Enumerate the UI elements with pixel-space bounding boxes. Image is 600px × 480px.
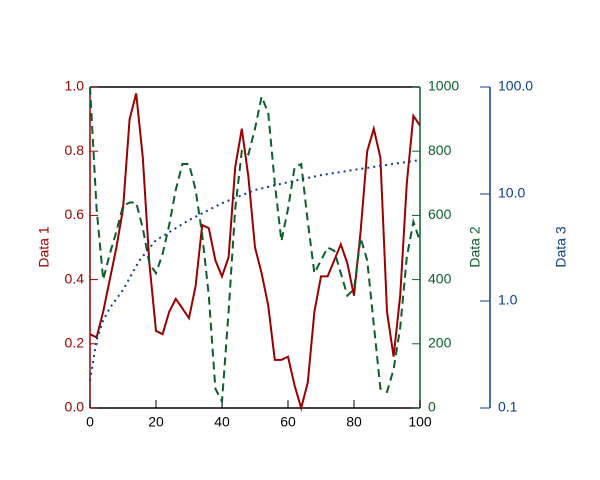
y2-tick-label: 200 [428,335,452,351]
y3-tick-label: 100.0 [498,78,533,94]
x-tick-label: 40 [214,414,230,430]
y3-axis-title: Data 3 [553,226,569,267]
data-line [89,93,421,412]
y2-tick-label: 600 [428,206,452,222]
data-line [89,86,421,406]
y-axis-title: Data 1 [36,226,52,267]
x-tick-label: 100 [408,414,432,430]
y2-tick-label: 400 [428,270,452,286]
data-line [89,158,421,381]
y-tick-label: 1.0 [65,78,85,94]
x-tick-label: 60 [280,414,296,430]
y-tick-label: 0.8 [65,142,85,158]
y2-tick-label: 800 [428,142,452,158]
y2-axis-title: Data 2 [467,226,483,267]
y3-tick-label: 0.1 [498,399,518,415]
y3-tick-label: 10.0 [498,185,525,201]
y-tick-label: 0.4 [65,270,85,286]
y-tick-label: 0.6 [65,206,85,222]
x-tick-label: 80 [346,414,362,430]
y2-tick-label: 1000 [428,78,459,94]
y2-tick-label: 0 [428,399,436,415]
y-tick-label: 0.2 [65,335,85,351]
y3-tick-label: 1.0 [498,292,518,308]
x-tick-label: 20 [148,414,164,430]
x-tick-label: 0 [86,414,94,430]
y-tick-label: 0.0 [65,399,85,415]
